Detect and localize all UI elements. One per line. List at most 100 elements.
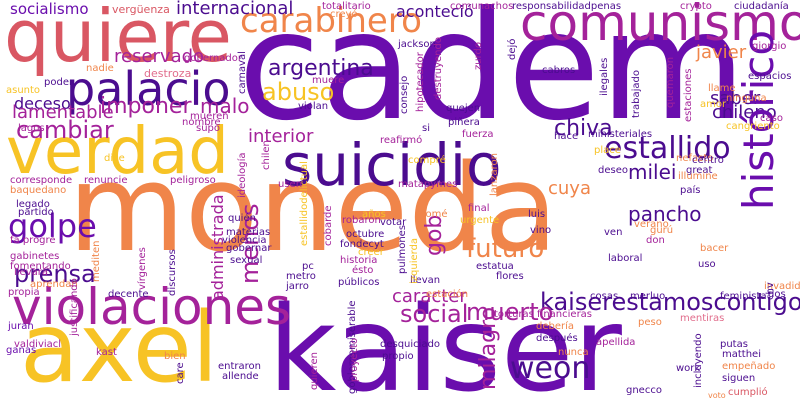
word-ganas: ganas xyxy=(6,345,37,356)
word-carnaval: carnaval xyxy=(237,51,248,94)
word-materias: materias xyxy=(226,227,271,238)
word-work: work xyxy=(676,363,701,374)
word-fuerza: fuerza xyxy=(462,129,494,140)
word-lamentable: lamentable xyxy=(12,102,114,123)
word-espacios: espacios xyxy=(748,71,792,82)
word-gob: gob xyxy=(422,214,447,256)
word-kaiser: kaiser xyxy=(268,280,622,400)
word-usen: usen xyxy=(278,179,303,190)
word-proyecto: proyecto xyxy=(349,338,360,382)
word-estallidodelictual: estallidodelictual xyxy=(299,161,310,246)
word-kaiserestamoscontigo: kaiserestamoscontigo xyxy=(540,288,800,316)
word-cuya: cuya xyxy=(548,178,591,199)
word-pancho: pancho xyxy=(628,202,702,226)
word-social: social xyxy=(400,300,469,328)
word-renuncie: renuncie xyxy=(84,175,128,186)
word-malo: malo xyxy=(200,94,250,118)
word-izquierda: izquierda xyxy=(409,237,420,284)
word-ilegales: ilegales xyxy=(599,57,610,96)
word-hipotecador: hipotecador xyxy=(415,52,426,112)
word-vino: vino xyxy=(530,225,552,236)
word-quiere: quiere xyxy=(4,0,232,78)
word-matapymes: matapymes xyxy=(398,179,458,190)
word-weon: weon xyxy=(510,351,591,386)
word-creer: creer xyxy=(358,247,384,258)
word-nunca: nunca xyxy=(558,347,589,358)
word-verdad: verdad xyxy=(6,115,229,189)
word-amor: amor xyxy=(700,99,727,110)
word-argentina: argentina xyxy=(268,56,374,81)
word-cambiar: cambiar xyxy=(16,116,114,144)
word-luis: luis xyxy=(528,209,546,220)
word-nombre: nombre xyxy=(182,117,221,128)
word-matthei: matthei xyxy=(722,349,761,360)
word-metro: metro xyxy=(286,271,316,282)
word-anos: años xyxy=(362,209,386,220)
word-torturas-financieras: torturas financieras xyxy=(494,309,593,320)
word-caracter: caracter xyxy=(392,286,467,307)
word-final: final xyxy=(468,203,490,214)
word-chiva: chiva xyxy=(554,116,613,141)
word-cumplio: cumplió xyxy=(728,387,768,398)
word-ministeriales: ministeriales xyxy=(588,129,653,140)
word-jarro: jarro xyxy=(286,281,309,292)
word-muere: muere xyxy=(312,75,345,86)
word-fa-progre: fa progre xyxy=(10,235,56,246)
word-suicidio: suicidio xyxy=(282,131,502,199)
word-quieren: quieren xyxy=(309,352,320,390)
word-administrada: administrada xyxy=(208,194,227,300)
word-lagos: lagos xyxy=(18,123,45,134)
word-great: great xyxy=(686,165,713,176)
word-merluo: merluo xyxy=(630,291,666,302)
word-allende: allende xyxy=(222,371,259,382)
word-peso: peso xyxy=(638,317,662,328)
word-consejo: consejo xyxy=(399,75,410,114)
word-moneda: moneda xyxy=(68,140,558,279)
word-carabinero: carabinero xyxy=(240,1,422,41)
word-pulmones: pulmones xyxy=(397,224,408,274)
word-destroza: destroza xyxy=(144,67,192,80)
word-mediten: mediten xyxy=(91,240,102,282)
word-milei: milei xyxy=(628,160,677,184)
word-estatua: estatua xyxy=(476,261,514,272)
word-fomentando: fomentando xyxy=(10,261,71,272)
word-llevan: llevan xyxy=(410,275,441,286)
word-acontecio: aconteció xyxy=(396,2,474,21)
word-violencia: violencia xyxy=(222,235,267,246)
word-crypto: crypto xyxy=(680,1,712,12)
word-esto: ésto xyxy=(352,265,374,276)
word-deberia: debería xyxy=(536,321,575,332)
word-invadido: invadido xyxy=(764,281,800,292)
word-responsabilidadpenas: responsabilidadpenas xyxy=(512,1,622,12)
word-llame: llame xyxy=(708,83,736,94)
word-trabajado: trabajado xyxy=(631,69,642,118)
word-come: comé xyxy=(420,209,448,220)
word-cobarde: cobarde xyxy=(323,205,334,246)
word-uso: uso xyxy=(698,259,716,270)
word-dice: dice xyxy=(104,153,125,164)
word-guru: gurú xyxy=(650,225,674,236)
word-chv: chv xyxy=(765,282,776,300)
word-gobernar: gobernar xyxy=(226,243,272,254)
word-centro: centro xyxy=(692,155,724,166)
word-quejen: quejen xyxy=(446,103,481,114)
word-quien: quién xyxy=(228,213,256,224)
word-ciudadania: ciudadanía xyxy=(734,1,789,12)
word-verguenza: vergüenza xyxy=(112,3,170,16)
word-estacion: estación xyxy=(426,289,469,300)
word-deseo: deseo xyxy=(598,165,628,176)
word-siguen: siguen xyxy=(722,373,756,384)
word-entraron: entraron xyxy=(218,361,261,372)
word-quemaron: quemaron xyxy=(665,56,676,108)
word-ven: ven xyxy=(604,227,623,238)
word-ninguna: ninguna xyxy=(726,93,767,104)
word-gobernador: gobernador xyxy=(184,53,242,64)
word-totalitario: totalitario xyxy=(322,1,371,12)
word-internacional: internacional xyxy=(176,0,294,19)
word-dejo: dejó xyxy=(507,38,518,60)
word-bacer: bacer xyxy=(700,243,729,254)
word-pais: país xyxy=(680,185,701,196)
word-historia: historia xyxy=(340,255,378,266)
word-muerto: muerto xyxy=(466,298,554,326)
